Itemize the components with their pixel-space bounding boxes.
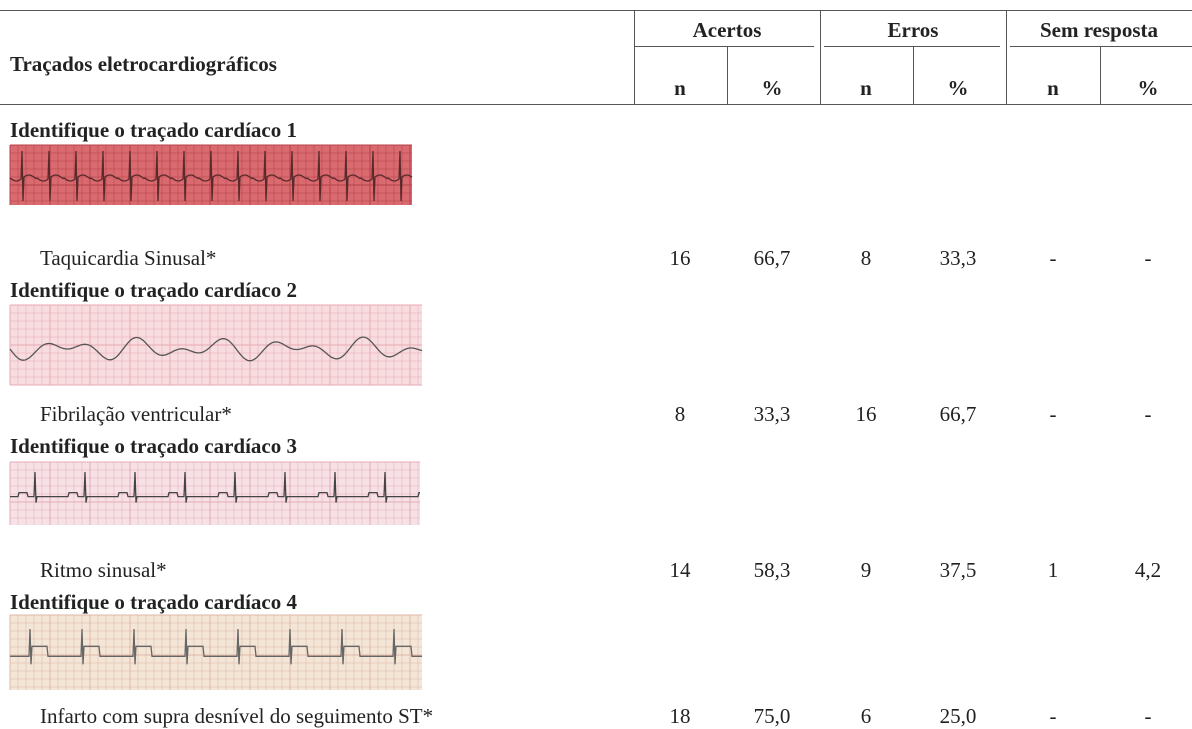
subcolumn-header: % — [1138, 76, 1159, 100]
row-label: Fibrilação ventricular* — [40, 402, 232, 426]
cell: 33,3 — [754, 402, 791, 426]
section-title: Identifique o traçado cardíaco 3 — [10, 434, 297, 458]
cell: 16 — [856, 402, 877, 426]
cell: 58,3 — [754, 558, 791, 582]
cell: 14 — [670, 558, 691, 582]
cell: - — [1145, 704, 1152, 728]
cell: 1 — [1048, 558, 1059, 582]
cell: 16 — [670, 246, 691, 270]
group-header: Sem resposta — [1040, 18, 1158, 42]
cell: 6 — [861, 704, 872, 728]
cell: - — [1050, 704, 1057, 728]
cell: 18 — [670, 704, 691, 728]
page: Traçados eletrocardiográficos (() => { c… — [0, 0, 1192, 729]
ecg-strips — [0, 0, 1192, 729]
cell: 66,7 — [754, 246, 791, 270]
cell: 25,0 — [940, 704, 977, 728]
cell: 8 — [675, 402, 686, 426]
section-title: Identifique o traçado cardíaco 1 — [10, 118, 297, 142]
row-label: Ritmo sinusal* — [40, 558, 167, 582]
group-header: Erros — [888, 18, 939, 42]
cell: 4,2 — [1135, 558, 1161, 582]
cell: - — [1050, 402, 1057, 426]
subcolumn-header: n — [1047, 76, 1059, 100]
cell: 66,7 — [940, 402, 977, 426]
cell: - — [1050, 246, 1057, 270]
row-label: Taquicardia Sinusal* — [40, 246, 216, 270]
subcolumn-header: n — [674, 76, 686, 100]
subcolumn-header: n — [860, 76, 872, 100]
cell: 8 — [861, 246, 872, 270]
cell: - — [1145, 246, 1152, 270]
row-label: Infarto com supra desnível do seguimento… — [40, 704, 433, 728]
group-header: Acertos — [693, 18, 762, 42]
cell: 9 — [861, 558, 872, 582]
ecg-part — [10, 462, 420, 525]
subcolumn-header: % — [762, 76, 783, 100]
section-title: Identifique o traçado cardíaco 4 — [10, 590, 297, 614]
cell: 75,0 — [754, 704, 791, 728]
subcolumn-header: % — [948, 76, 969, 100]
cell: 33,3 — [940, 246, 977, 270]
section-title: Identifique o traçado cardíaco 2 — [10, 278, 297, 302]
cell: - — [1145, 402, 1152, 426]
cell: 37,5 — [940, 558, 977, 582]
